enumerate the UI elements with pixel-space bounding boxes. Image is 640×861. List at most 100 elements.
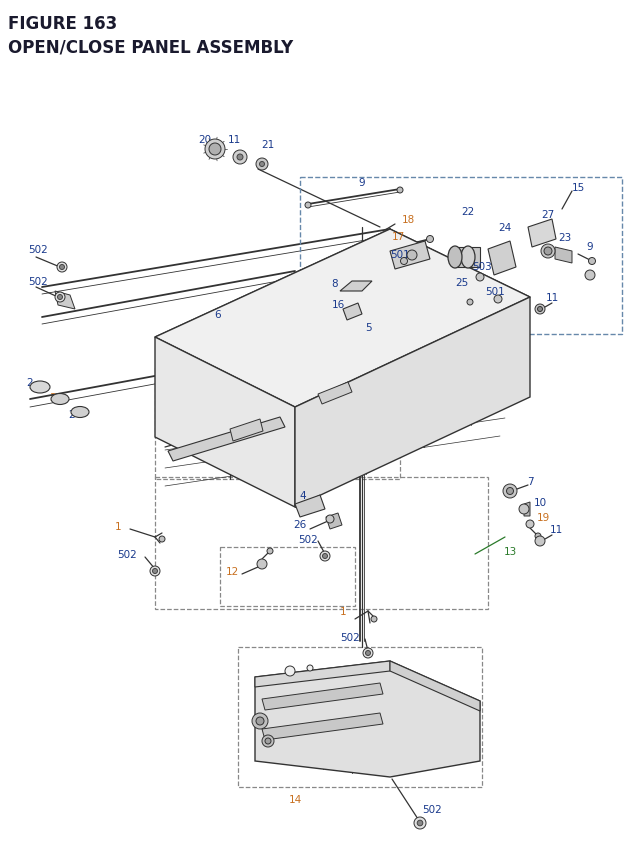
Circle shape — [544, 248, 552, 256]
Polygon shape — [340, 282, 372, 292]
Text: 501: 501 — [390, 250, 410, 260]
Circle shape — [503, 485, 517, 499]
Text: 4: 4 — [300, 491, 307, 500]
Circle shape — [159, 536, 165, 542]
Circle shape — [152, 569, 157, 573]
Text: 13: 13 — [504, 547, 516, 556]
Text: 11: 11 — [545, 293, 559, 303]
Circle shape — [535, 536, 545, 547]
Circle shape — [285, 666, 295, 676]
Bar — [155, 478, 488, 610]
Text: 23: 23 — [558, 232, 572, 243]
Circle shape — [252, 713, 268, 729]
Text: 2: 2 — [27, 378, 33, 387]
Polygon shape — [255, 661, 390, 687]
Circle shape — [256, 717, 264, 725]
Circle shape — [414, 817, 426, 829]
Polygon shape — [488, 242, 516, 276]
Circle shape — [60, 265, 65, 270]
Text: 21: 21 — [261, 139, 275, 150]
Circle shape — [519, 505, 529, 514]
Polygon shape — [155, 230, 530, 407]
Text: 502: 502 — [422, 804, 442, 814]
Polygon shape — [390, 242, 430, 269]
Text: 1: 1 — [115, 522, 122, 531]
Circle shape — [233, 151, 247, 164]
Circle shape — [589, 258, 595, 265]
Text: 502: 502 — [340, 632, 360, 642]
Circle shape — [262, 735, 274, 747]
Text: 10: 10 — [533, 498, 547, 507]
Polygon shape — [555, 248, 572, 263]
Circle shape — [541, 245, 555, 258]
Circle shape — [401, 258, 408, 265]
Text: 1: 1 — [340, 606, 346, 616]
Text: 24: 24 — [499, 223, 511, 232]
Polygon shape — [524, 503, 530, 517]
Ellipse shape — [51, 394, 69, 405]
Circle shape — [506, 488, 513, 495]
Text: 26: 26 — [293, 519, 307, 530]
Polygon shape — [390, 661, 480, 711]
Text: 502: 502 — [28, 276, 48, 287]
Circle shape — [257, 560, 267, 569]
Text: 8: 8 — [332, 279, 339, 288]
Polygon shape — [455, 248, 480, 268]
Ellipse shape — [461, 247, 475, 269]
Text: 12: 12 — [225, 567, 239, 576]
Circle shape — [58, 295, 63, 300]
Text: 502: 502 — [298, 535, 318, 544]
Text: 502: 502 — [117, 549, 137, 560]
Bar — [300, 177, 622, 335]
Circle shape — [55, 293, 65, 303]
Circle shape — [363, 648, 373, 659]
Text: 18: 18 — [401, 214, 415, 225]
Text: 11: 11 — [227, 135, 241, 145]
Ellipse shape — [30, 381, 50, 393]
Text: OPEN/CLOSE PANEL ASSEMBLY: OPEN/CLOSE PANEL ASSEMBLY — [8, 38, 293, 56]
Text: 3: 3 — [49, 393, 55, 403]
Circle shape — [397, 188, 403, 194]
Text: 17: 17 — [392, 232, 404, 242]
Polygon shape — [318, 382, 352, 405]
Text: 7: 7 — [527, 476, 533, 486]
Text: 14: 14 — [289, 794, 301, 804]
Text: 9: 9 — [358, 177, 365, 188]
Circle shape — [426, 236, 433, 243]
Text: 27: 27 — [541, 210, 555, 220]
Circle shape — [535, 305, 545, 314]
Polygon shape — [230, 419, 263, 442]
Polygon shape — [326, 513, 342, 530]
Text: 15: 15 — [572, 183, 584, 193]
Circle shape — [365, 651, 371, 656]
Text: 501: 501 — [485, 287, 505, 297]
Circle shape — [256, 158, 268, 170]
Circle shape — [323, 554, 328, 559]
Polygon shape — [262, 713, 383, 740]
Text: 6: 6 — [214, 310, 221, 319]
Text: 16: 16 — [332, 300, 344, 310]
Polygon shape — [255, 661, 480, 777]
Circle shape — [535, 533, 541, 539]
Circle shape — [305, 202, 311, 208]
Circle shape — [417, 821, 423, 826]
Circle shape — [205, 139, 225, 160]
Circle shape — [371, 616, 377, 623]
Circle shape — [526, 520, 534, 529]
Text: 503: 503 — [472, 262, 492, 272]
Circle shape — [237, 155, 243, 161]
Text: FIGURE 163: FIGURE 163 — [8, 15, 117, 33]
Circle shape — [467, 300, 473, 306]
Circle shape — [267, 548, 273, 554]
Circle shape — [585, 270, 595, 281]
Ellipse shape — [448, 247, 462, 269]
Polygon shape — [168, 418, 285, 461]
Circle shape — [150, 567, 160, 576]
Circle shape — [265, 738, 271, 744]
Polygon shape — [295, 495, 325, 517]
Bar — [220, 548, 355, 606]
Text: 11: 11 — [549, 524, 563, 535]
Text: 25: 25 — [456, 278, 468, 288]
Bar — [155, 368, 400, 480]
Circle shape — [209, 144, 221, 156]
